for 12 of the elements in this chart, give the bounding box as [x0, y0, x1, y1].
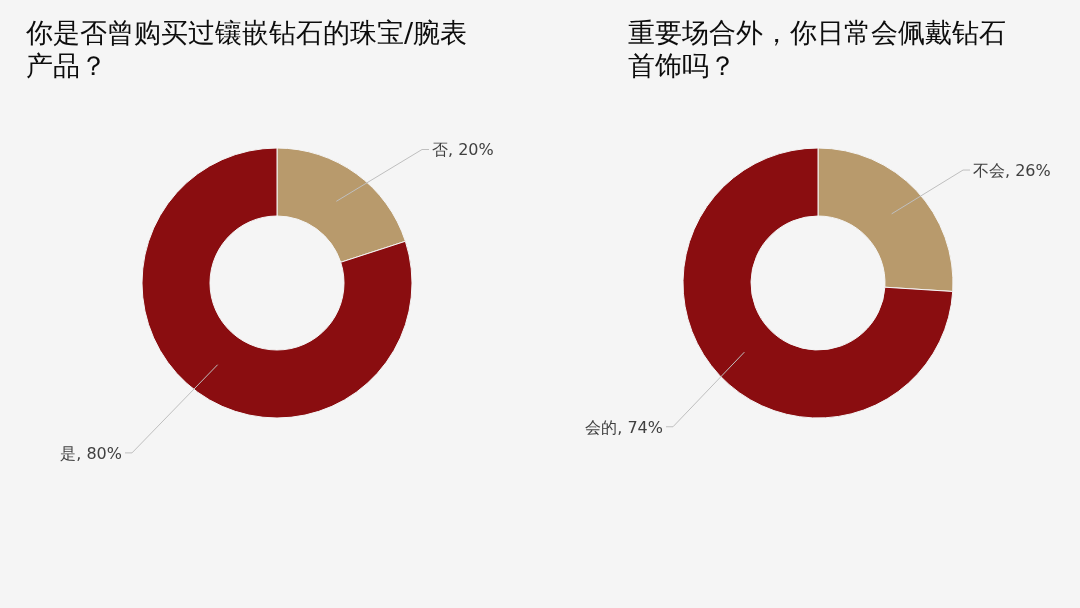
chart-title: 你是否曾购买过镶嵌钻石的珠宝/腕表产品？	[25, 17, 468, 81]
donut-slice	[141, 147, 413, 419]
slice-label: 否	[432, 140, 448, 160]
data-label: , 74%	[617, 417, 663, 437]
slice-label: 是	[60, 443, 77, 463]
data-label: , 26%	[1005, 160, 1051, 180]
slice-label: 会的	[585, 417, 618, 437]
slice-label: 不会	[973, 160, 1005, 180]
chart-title: 重要场合外，你日常会佩戴钻石首饰吗？	[628, 17, 1006, 81]
data-label: , 80%	[76, 443, 122, 463]
donut-slice	[682, 147, 954, 419]
data-label: , 20%	[448, 140, 494, 160]
